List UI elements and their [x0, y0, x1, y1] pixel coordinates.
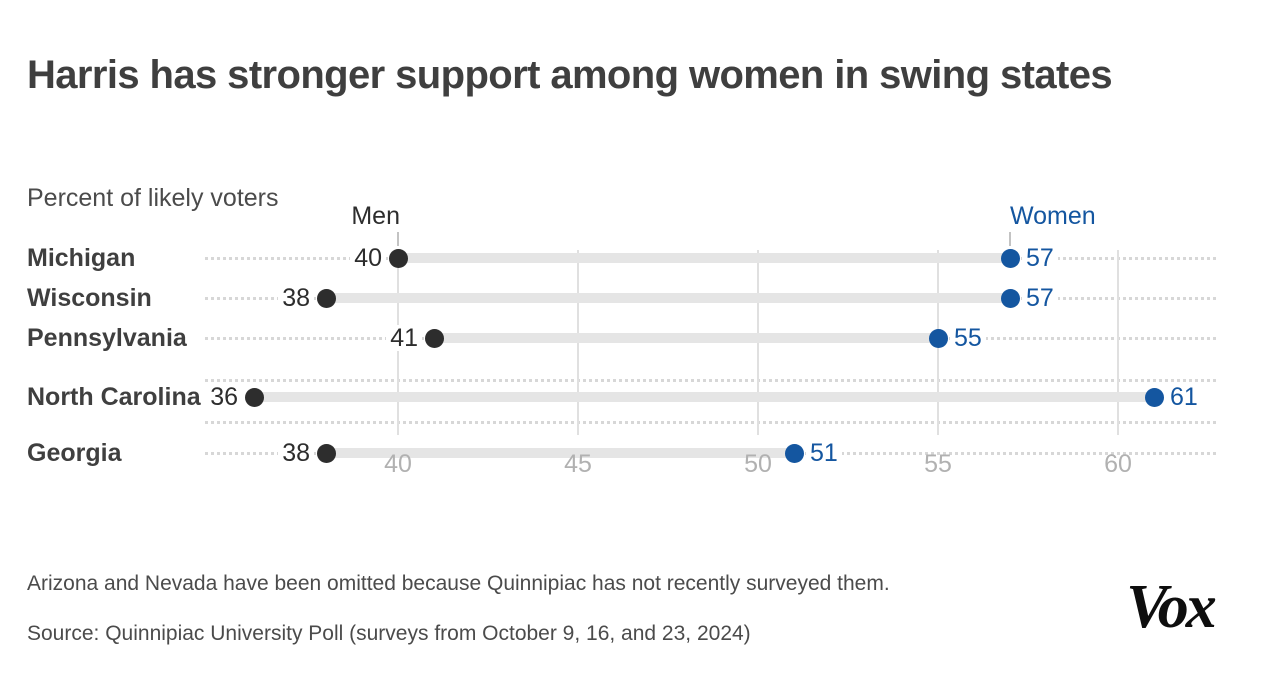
women-value-wisconsin: 57 [1022, 285, 1058, 311]
legend-men-tick [397, 232, 399, 246]
men-dot-wisconsin [316, 288, 336, 308]
bar-north-carolina [254, 392, 1154, 402]
axis-label-45: 45 [564, 450, 592, 478]
women-dot-north-carolina [1144, 387, 1164, 407]
state-label-michigan: Michigan [27, 243, 136, 272]
axis-label-55: 55 [924, 450, 952, 478]
bar-pennsylvania [434, 333, 938, 343]
men-value-georgia: 38 [278, 440, 314, 466]
source-line: Source: Quinnipiac University Poll (surv… [27, 622, 751, 645]
women-value-north-carolina: 61 [1166, 384, 1202, 410]
men-dot-pennsylvania [424, 328, 444, 348]
women-value-georgia: 51 [806, 440, 842, 466]
men-value-north-carolina: 36 [206, 384, 242, 410]
bar-michigan [398, 253, 1010, 263]
state-label-pennsylvania: Pennsylvania [27, 323, 187, 352]
men-value-wisconsin: 38 [278, 285, 314, 311]
bar-georgia [326, 448, 794, 458]
axis-label-60: 60 [1104, 450, 1132, 478]
gridline-60 [1117, 250, 1119, 435]
men-value-pennsylvania: 41 [386, 325, 422, 351]
leader-line-north-carolina-1 [205, 378, 1216, 382]
women-value-michigan: 57 [1022, 245, 1058, 271]
women-dot-georgia [784, 443, 804, 463]
vox-logo: Vox [1126, 573, 1216, 641]
axis-label-40: 40 [384, 450, 412, 478]
state-label-north-carolina: North Carolina [27, 382, 201, 411]
footnote: Arizona and Nevada have been omitted bec… [27, 572, 890, 595]
axis-label-50: 50 [744, 450, 772, 478]
chart-title: Harris has stronger support among women … [27, 52, 1113, 97]
legend-women-tick [1009, 232, 1011, 246]
state-label-georgia: Georgia [27, 438, 122, 467]
women-dot-wisconsin [1000, 288, 1020, 308]
leader-line-north-carolina-2 [205, 420, 1216, 424]
legend-men-label: Men [351, 202, 400, 230]
men-value-michigan: 40 [350, 245, 386, 271]
men-dot-north-carolina [244, 387, 264, 407]
legend-women-label: Women [1010, 202, 1096, 230]
women-dot-michigan [1000, 248, 1020, 268]
state-label-wisconsin: Wisconsin [27, 283, 152, 312]
women-dot-pennsylvania [928, 328, 948, 348]
men-dot-georgia [316, 443, 336, 463]
men-dot-michigan [388, 248, 408, 268]
bar-wisconsin [326, 293, 1010, 303]
women-value-pennsylvania: 55 [950, 325, 986, 351]
chart-subtitle: Percent of likely voters [27, 184, 279, 212]
